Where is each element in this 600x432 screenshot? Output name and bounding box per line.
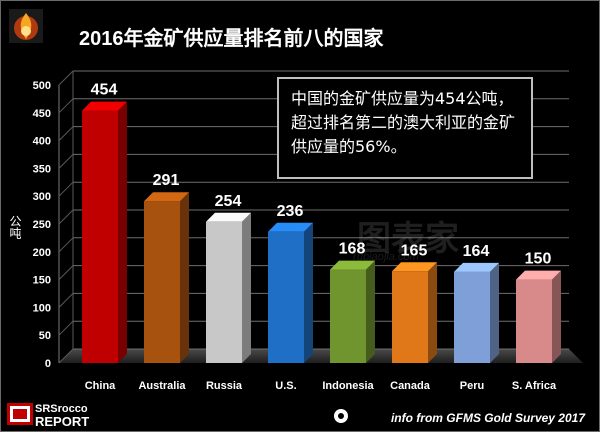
gridline-diagonal <box>58 209 74 225</box>
x-tick-label: U.S. <box>275 380 296 392</box>
flame-icon <box>9 9 43 43</box>
y-tick-label: 150 <box>33 275 51 287</box>
gridline-diagonal <box>58 237 74 253</box>
gridline-diagonal <box>58 181 74 197</box>
bar-top <box>330 260 375 270</box>
logo-line2: REPORT <box>35 414 90 429</box>
x-tick-label: Canada <box>390 380 431 392</box>
bar-top <box>144 192 189 202</box>
y-tick-label: 50 <box>39 330 51 342</box>
bar-side <box>490 262 499 363</box>
x-tick-label: China <box>85 380 116 392</box>
bar <box>392 271 428 363</box>
y-tick-label: 350 <box>33 163 51 175</box>
bar-side <box>366 260 375 363</box>
bar-top <box>82 101 127 111</box>
y-tick-label: 300 <box>33 191 51 203</box>
data-label: 165 <box>401 242 428 259</box>
gridline-diagonal <box>58 70 74 86</box>
bar-top <box>454 262 499 272</box>
srsrocco-logo <box>7 403 33 425</box>
bar-side <box>180 192 189 363</box>
watermark-url: Tubiaojia.com <box>351 251 419 263</box>
data-label: 254 <box>215 193 242 210</box>
data-label: 236 <box>277 203 304 220</box>
data-label: 291 <box>153 172 180 189</box>
logo-line1: SRSrocco <box>35 403 88 415</box>
y-tick-label: 200 <box>33 247 51 259</box>
source-credit: info from GFMS Gold Survey 2017 <box>390 411 585 425</box>
watermark: 图表家 <box>357 219 459 259</box>
bar <box>206 221 242 363</box>
x-axis-labels: China Australia Russia U.S. Indonesia Canada P… <box>85 380 557 392</box>
y-tick-label: 500 <box>33 80 51 92</box>
tubiaojia-logo-icon <box>334 409 348 423</box>
annotation-callout: 中国的金矿供应量为454公吨，超过排名第二的澳大利亚的金矿供应量的56%。 <box>277 77 533 179</box>
chart-title: 2016年金矿供应量排名前八的国家 <box>79 26 384 50</box>
gridline-diagonal <box>58 126 74 141</box>
logo-text: SRSrocco REPORT <box>35 403 90 429</box>
bars: 454 291 254 236 168 165 164 150 <box>82 82 561 364</box>
bar-side <box>552 270 561 363</box>
x-tick-label: Australia <box>138 380 186 392</box>
data-label: 454 <box>91 82 118 99</box>
bar <box>144 201 180 363</box>
data-label: 164 <box>463 243 490 260</box>
gridline-diagonal <box>58 293 74 308</box>
y-tick-label: 250 <box>33 219 51 231</box>
bar-top <box>268 222 313 232</box>
y-tick-label: 400 <box>33 136 51 148</box>
bar-side <box>242 212 251 363</box>
x-tick-label: Indonesia <box>322 380 374 392</box>
data-label: 168 <box>339 241 366 258</box>
y-axis-label: 公吨 <box>8 215 22 239</box>
bar <box>516 279 552 363</box>
bar-side <box>428 262 437 363</box>
bar-side <box>304 222 313 363</box>
bar-top <box>392 262 437 272</box>
bar <box>454 271 490 363</box>
gridline-diagonal <box>58 265 74 280</box>
bar-side <box>118 101 127 364</box>
bar <box>268 231 304 363</box>
y-tick-label: 450 <box>33 108 51 120</box>
bar <box>330 269 366 363</box>
y-tick-label: 100 <box>33 302 51 314</box>
bar-top <box>516 270 561 280</box>
gridline-diagonal <box>58 320 74 336</box>
bar-top <box>206 212 251 222</box>
gridline-diagonal <box>58 348 74 364</box>
bar <box>82 110 118 364</box>
y-tick-label: 0 <box>45 358 51 370</box>
x-tick-label: Peru <box>460 380 484 392</box>
y-axis-ticks: 0 50 100 150 200 250 300 350 400 450 500 <box>33 80 51 370</box>
data-label: 150 <box>525 251 552 268</box>
gridline-diagonal <box>58 154 74 169</box>
gridline-diagonal <box>58 98 74 114</box>
chart-floor <box>59 349 583 363</box>
x-tick-label: S. Africa <box>512 380 557 392</box>
x-tick-label: Russia <box>206 380 243 392</box>
